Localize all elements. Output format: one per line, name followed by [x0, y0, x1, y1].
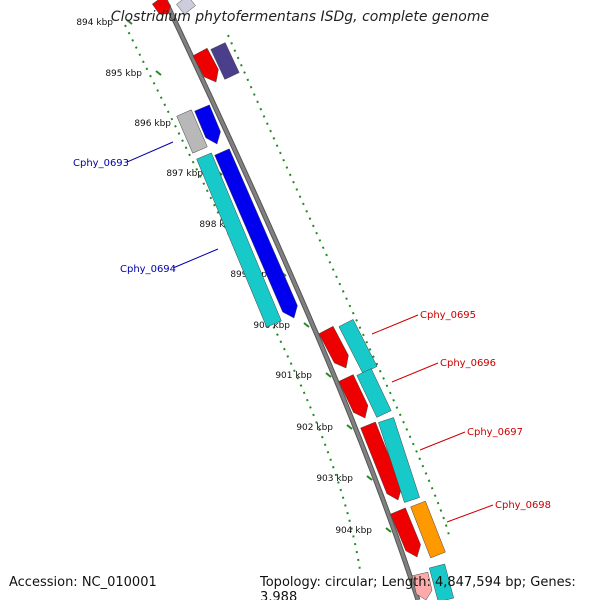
genome-backbone [163, 0, 420, 600]
scale-tick-mark [325, 372, 332, 378]
gene-arrow-red [192, 47, 219, 83]
scale-tick-mark [346, 424, 353, 430]
gene-arrow-red [338, 374, 369, 419]
gene-arrow-blue [214, 148, 298, 319]
gene-bar-orange [410, 500, 446, 559]
scale-tick-label: 903 kbp [316, 474, 353, 484]
scale-tick-mark [126, 19, 133, 25]
scale-tick-label: 901 kbp [275, 371, 312, 381]
gene-label[interactable]: Cphy_0695 [420, 310, 476, 321]
gene-bar-cyan [196, 152, 282, 328]
gene-arrow-red [411, 571, 433, 600]
genome-summary-label: Topology: circular; Length: 4,847,594 bp… [260, 575, 576, 600]
scale-tick-label: 902 kbp [296, 423, 333, 433]
gene-bar-purple [210, 42, 240, 80]
gene-label[interactable]: Cphy_0693 [73, 158, 129, 169]
scale-tick-label: 895 kbp [105, 69, 142, 79]
scale-tick-label: 896 kbp [134, 119, 171, 129]
gene-arrow-red [151, 0, 171, 15]
gene-bar-grey [176, 0, 196, 15]
scale-tick-label: 904 kbp [335, 526, 372, 536]
gene-leader-line [391, 362, 439, 383]
genome-title: Clostridium phytofermentans ISDg, comple… [110, 9, 490, 25]
gene-arrow-red [318, 325, 349, 369]
gene-bar-cyan [356, 368, 392, 418]
scale-tick-label: 898 kbp [199, 220, 236, 230]
gene-bar-cyan [428, 563, 455, 600]
gene-arrow-red [360, 421, 402, 501]
gene-leader-line [371, 314, 419, 335]
gene-arrow-blue [194, 104, 221, 145]
scale-tick-label: 900 kbp [253, 321, 290, 331]
gene-leader-line [419, 431, 466, 451]
gene-bar-grey [176, 109, 208, 154]
scale-tick-label: 894 kbp [76, 18, 113, 28]
gene-label[interactable]: Cphy_0696 [440, 358, 496, 369]
gene-arrow-red [390, 507, 421, 558]
accession-label: Accession: NC_010001 [9, 575, 157, 590]
gene-bar-cyan [338, 319, 378, 374]
gene-label[interactable]: Cphy_0694 [120, 264, 176, 275]
gene-label[interactable]: Cphy_0698 [495, 500, 551, 511]
scale-track-outer [124, 24, 361, 571]
gene-leader-line [172, 248, 219, 269]
scale-tick-mark [385, 527, 392, 533]
gene-bar-cyan [378, 417, 420, 503]
scale-tick-label: 897 kbp [166, 169, 203, 179]
gene-leader-line [126, 141, 174, 163]
scale-tick-mark [366, 475, 373, 481]
gene-label[interactable]: Cphy_0697 [467, 427, 523, 438]
scale-tick-mark [155, 70, 162, 76]
gene-leader-line [446, 504, 494, 523]
scale-tick-mark [303, 322, 310, 328]
